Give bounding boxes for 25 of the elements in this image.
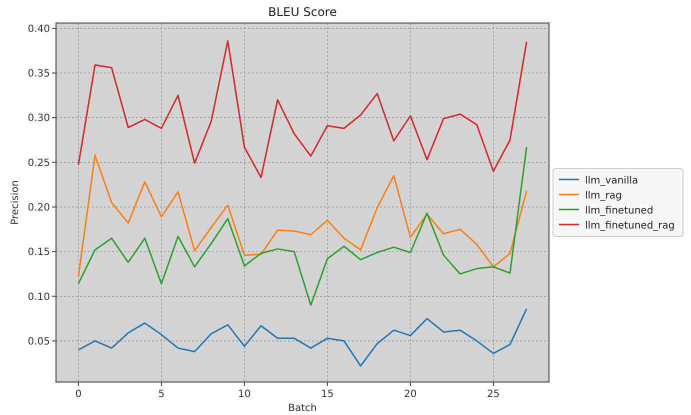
chart-title: BLEU Score [268, 5, 337, 19]
legend-label: llm_vanilla [585, 176, 638, 186]
legend-label: llm_finetuned [585, 206, 654, 216]
y-axis-title: Precision [10, 180, 21, 225]
x-tick-label: 10 [238, 389, 251, 400]
y-tick-label: 0.40 [28, 24, 50, 35]
line-series [78, 154, 528, 278]
y-tick-label: 0.20 [28, 202, 50, 214]
legend-label: llm_finetuned_rag [585, 220, 675, 232]
x-tick-label: 5 [158, 389, 165, 400]
y-tick-label: 0.30 [28, 113, 50, 124]
x-axis-title: Batch [288, 403, 317, 414]
x-tick-label: 25 [487, 389, 500, 400]
x-tick-label: 20 [404, 389, 417, 400]
y-tick-label: 0.15 [28, 247, 50, 258]
legend-label: llm_rag [585, 190, 622, 202]
line-series [78, 146, 528, 306]
y-tick-label: 0.05 [28, 336, 50, 348]
y-tick-label: 0.35 [28, 68, 50, 80]
line-series [78, 40, 528, 178]
line-series [78, 308, 528, 367]
y-tick-label: 0.10 [28, 292, 50, 303]
x-tick-label: 15 [321, 389, 334, 400]
x-tick-label: 0 [75, 389, 82, 400]
y-tick-label: 0.25 [28, 158, 50, 169]
